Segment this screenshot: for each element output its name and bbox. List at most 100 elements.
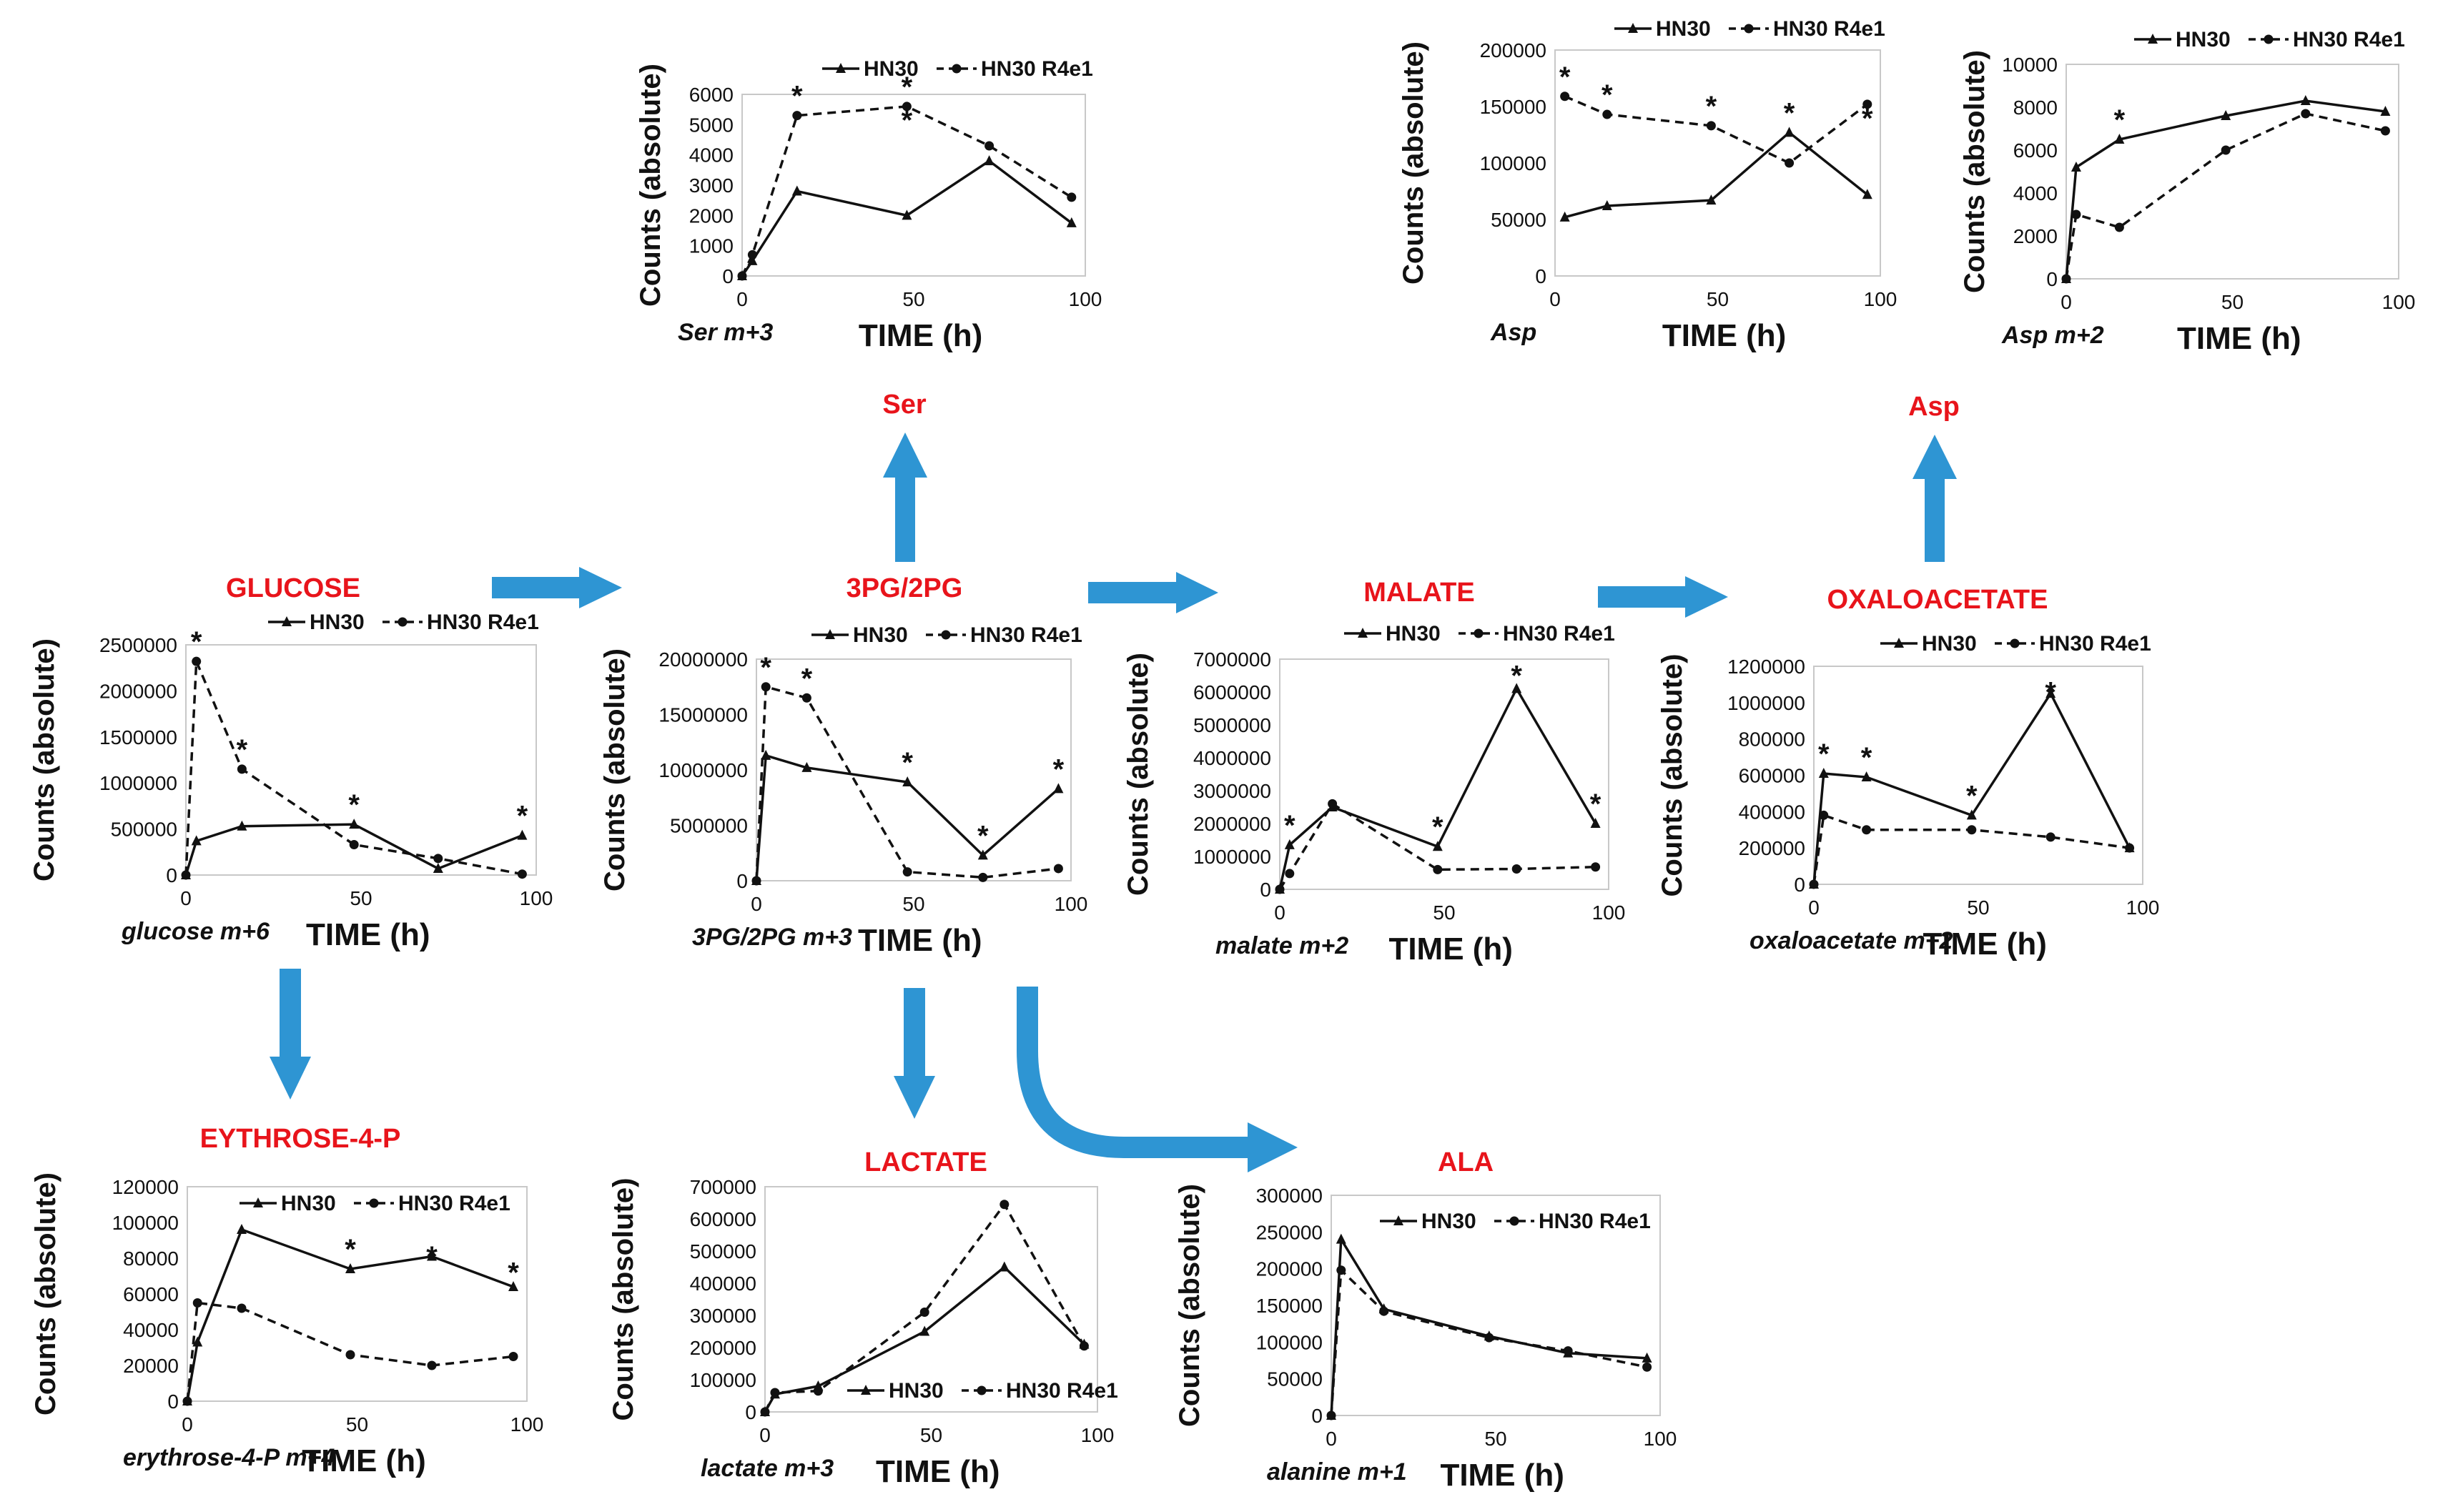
oxaloacetate-chart-point-hn30 bbox=[2045, 688, 2056, 698]
glucose-chart-legend-marker-hn30-r4e1 bbox=[398, 617, 408, 627]
asp2-chart-point-hn30 bbox=[2071, 162, 2081, 172]
oxaloacetate-chart-asterisk: * bbox=[1966, 780, 1978, 811]
pg-chart-point-hn30-r4e1 bbox=[902, 867, 912, 877]
asp2-chart-line-hn30 bbox=[2065, 99, 2386, 280]
lactate-chart-xtick-label: 100 bbox=[1081, 1424, 1115, 1446]
asp2-chart-plot-area bbox=[2066, 64, 2399, 280]
erythrose-chart-xtick-label: 100 bbox=[510, 1413, 544, 1436]
oxaloacetate-chart-ytick-label: 200000 bbox=[1739, 837, 1805, 859]
asp-chart-point-hn30-r4e1 bbox=[1602, 109, 1612, 119]
arrow-pg-to-ala-head bbox=[1248, 1122, 1298, 1172]
malate-chart-ytick-label: 4000000 bbox=[1193, 747, 1271, 769]
ala-chart-point-hn30-r4e1 bbox=[1326, 1410, 1336, 1420]
asp-chart-ylabel: Counts (absolute) bbox=[1398, 41, 1429, 285]
glucose-chart-series-label: glucose m+6 bbox=[121, 918, 270, 945]
pg-chart-point-hn30-r4e1 bbox=[978, 872, 988, 882]
glucose-chart-point-hn30 bbox=[517, 829, 528, 840]
ala-chart-point-hn30-r4e1 bbox=[1484, 1333, 1494, 1343]
asp2-chart-series-label: Asp m+2 bbox=[2001, 322, 2104, 349]
oxaloacetate-chart-point-hn30-r4e1 bbox=[1819, 810, 1829, 820]
ser-chart-point-hn30-r4e1 bbox=[737, 271, 747, 281]
oxaloacetate-chart-xtick-label: 0 bbox=[1808, 896, 1820, 919]
ser-chart-legend-marker-hn30 bbox=[836, 63, 846, 73]
ser-chart-point-hn30 bbox=[902, 209, 912, 220]
oxaloacetate-chart-series-label: oxaloacetate m+2 bbox=[1749, 927, 1953, 954]
lactate-chart-point-hn30 bbox=[919, 1325, 930, 1336]
erythrose-chart-point-hn30-r4e1 bbox=[427, 1360, 437, 1370]
lactate-chart-ytick-label: 100000 bbox=[690, 1369, 756, 1391]
ala-chart-point-hn30-r4e1 bbox=[1379, 1306, 1389, 1316]
erythrose-chart-ylabel: Counts (absolute) bbox=[30, 1172, 61, 1415]
oxaloacetate-chart-ytick-label: 800000 bbox=[1739, 728, 1805, 751]
lactate-chart-ytick-label: 600000 bbox=[690, 1208, 756, 1230]
erythrose-chart-ytick-label: 60000 bbox=[123, 1283, 179, 1305]
glucose-chart-line-hn30 bbox=[184, 823, 523, 876]
arrow-malate-to-oxaloacetate bbox=[1598, 576, 1728, 618]
glucose-chart-point-hn30 bbox=[237, 820, 247, 831]
oxaloacetate-chart-ylabel: Counts (absolute) bbox=[1657, 654, 1688, 897]
ser-chart-point-hn30 bbox=[1066, 217, 1077, 227]
erythrose-chart-legend-marker-hn30-r4e1 bbox=[369, 1198, 379, 1208]
malate-chart-line-hn30 bbox=[1278, 686, 1597, 890]
malate-chart-legend-marker-hn30 bbox=[1358, 628, 1368, 638]
oxaloacetate-chart-asterisk: * bbox=[1861, 742, 1872, 774]
asp-chart-asterisk: * bbox=[1559, 61, 1571, 93]
asp2-chart-legend-marker-hn30-r4e1 bbox=[2264, 34, 2274, 44]
ser-chart-xtick-label: 0 bbox=[736, 288, 748, 310]
asp2-chart-point-hn30-r4e1 bbox=[2380, 126, 2390, 136]
metabolite-label-oxaloacetate: OXALOACETATE bbox=[1827, 585, 2048, 615]
erythrose-chart-line-hn30-r4e1 bbox=[186, 1301, 514, 1402]
asp2-chart-legend-label-hn30-r4e1: HN30 R4e1 bbox=[2293, 28, 2405, 51]
asp-chart-point-hn30-r4e1 bbox=[1785, 158, 1795, 168]
malate-chart-point-hn30 bbox=[1511, 683, 1522, 693]
pg-chart-asterisk: * bbox=[1053, 753, 1065, 785]
oxaloacetate-chart-point-hn30-r4e1 bbox=[2045, 832, 2055, 842]
lactate-chart-point-hn30-r4e1 bbox=[813, 1386, 823, 1396]
oxaloacetate-chart-point-hn30-r4e1 bbox=[2125, 843, 2135, 853]
glucose-chart-point-hn30 bbox=[433, 862, 443, 873]
pg-chart-series-label: 3PG/2PG m+3 bbox=[692, 924, 852, 951]
asp2-chart-legend-marker-hn30 bbox=[2148, 34, 2158, 44]
erythrose-chart-legend-label-hn30-r4e1: HN30 R4e1 bbox=[398, 1192, 510, 1215]
asp-chart-xtick-label: 0 bbox=[1549, 288, 1561, 310]
malate-chart-ytick-label: 2000000 bbox=[1193, 813, 1271, 835]
pg-chart-point-hn30 bbox=[761, 749, 771, 760]
asp-chart-asterisk: * bbox=[1862, 103, 1873, 134]
lactate-chart-ytick-label: 700000 bbox=[690, 1176, 756, 1198]
asp2-chart-point-hn30 bbox=[2221, 110, 2231, 120]
asp-chart-legend-marker-hn30 bbox=[1628, 23, 1638, 33]
glucose-chart-point-hn30 bbox=[191, 835, 202, 846]
asp2-chart-ytick-label: 10000 bbox=[2002, 54, 2058, 76]
pg-chart-asterisk: * bbox=[902, 747, 913, 779]
asp-chart-ytick-label: 100000 bbox=[1480, 152, 1546, 174]
pg-chart-point-hn30-r4e1 bbox=[761, 682, 771, 692]
asp-chart-plot-area bbox=[1554, 49, 1881, 277]
pg-chart-point-hn30-r4e1 bbox=[801, 693, 811, 703]
asp2-chart-asterisk: * bbox=[2114, 104, 2126, 136]
asp-chart-asterisk: * bbox=[1601, 79, 1613, 111]
glucose-chart-xtick-label: 50 bbox=[350, 887, 372, 909]
erythrose-chart-xlabel: TIME (h) bbox=[302, 1443, 426, 1478]
pg-chart-ytick-label: 0 bbox=[736, 870, 748, 892]
glucose-chart-plot-area bbox=[185, 644, 537, 876]
asp-chart-ytick-label: 50000 bbox=[1491, 209, 1546, 231]
pg-chart-legend-label-hn30: HN30 bbox=[853, 623, 908, 647]
ala-chart-ylabel: Counts (absolute) bbox=[1174, 1184, 1205, 1427]
glucose-chart-asterisk: * bbox=[348, 789, 360, 821]
ala-chart-xtick-label: 100 bbox=[1644, 1428, 1677, 1450]
erythrose-chart-plot-area bbox=[187, 1186, 528, 1402]
asp-chart-point-hn30 bbox=[1559, 211, 1570, 222]
asp-chart-xtick-label: 100 bbox=[1864, 288, 1897, 310]
malate-chart-asterisk: * bbox=[1284, 810, 1295, 841]
ser-chart-series-label: Ser m+3 bbox=[678, 319, 773, 346]
erythrose-chart-point-hn30-r4e1 bbox=[237, 1303, 247, 1313]
ala-chart-point-hn30-r4e1 bbox=[1642, 1362, 1652, 1372]
lactate-chart-legend-label-hn30: HN30 bbox=[889, 1379, 944, 1403]
asp2-chart-line-hn30-r4e1 bbox=[2065, 112, 2386, 280]
ser-chart-ytick-label: 1000 bbox=[689, 235, 734, 257]
lactate-chart-ytick-label: 500000 bbox=[690, 1240, 756, 1263]
glucose-chart-asterisk: * bbox=[517, 801, 528, 832]
oxaloacetate-chart-asterisk: * bbox=[1818, 738, 1830, 770]
pg-chart-line-hn30-r4e1 bbox=[755, 685, 1059, 881]
